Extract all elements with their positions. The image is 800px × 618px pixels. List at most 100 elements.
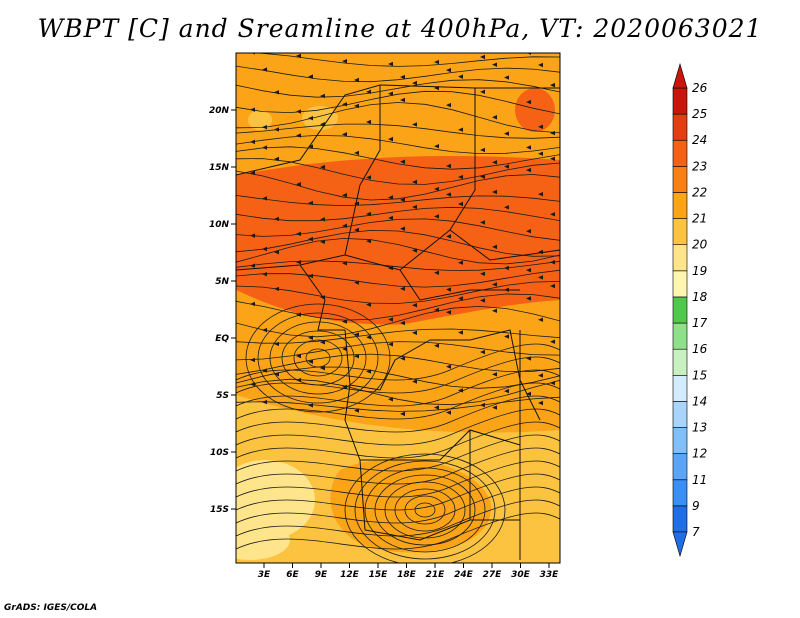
streamline bbox=[236, 486, 560, 524]
streamline bbox=[236, 281, 560, 306]
shading-patch bbox=[302, 106, 338, 130]
colorbar-segment bbox=[672, 113, 688, 141]
streamline-arrow bbox=[412, 379, 417, 384]
streamline-vortex bbox=[394, 488, 456, 532]
streamline-arrow bbox=[366, 238, 371, 244]
streamline-arrow bbox=[250, 301, 255, 307]
streamline bbox=[236, 65, 560, 83]
streamline-arrow bbox=[296, 231, 301, 237]
colorbar-segment bbox=[672, 322, 688, 350]
streamline-arrow bbox=[366, 335, 371, 340]
streamline-arrow bbox=[354, 280, 359, 285]
streamline bbox=[236, 53, 560, 67]
colorbar-label: 12 bbox=[692, 447, 707, 461]
streamline-arrow bbox=[320, 365, 325, 371]
streamline bbox=[236, 356, 560, 394]
lon-tick-label: 27E bbox=[483, 570, 503, 580]
streamline bbox=[236, 237, 560, 268]
streamline-vortex bbox=[414, 502, 436, 518]
country-border bbox=[359, 459, 520, 541]
streamline bbox=[236, 366, 560, 392]
streamline bbox=[236, 194, 560, 207]
streamline-arrow bbox=[296, 312, 301, 317]
streamline-arrow bbox=[526, 267, 531, 273]
lat-tick-label: 15S bbox=[210, 505, 229, 515]
streamline bbox=[236, 102, 560, 134]
streamline-arrow bbox=[342, 319, 347, 324]
streamline-arrow bbox=[480, 54, 485, 60]
colorbar-label: 14 bbox=[692, 394, 707, 408]
streamline-arrow bbox=[308, 335, 313, 340]
colorbar-label: 16 bbox=[692, 342, 708, 356]
lat-tick-label: 5N bbox=[215, 277, 229, 287]
streamline bbox=[236, 447, 560, 485]
streamline-arrow bbox=[388, 61, 393, 67]
streamline-arrow bbox=[308, 403, 313, 408]
streamline-arrow bbox=[434, 270, 439, 276]
streamline-arrow bbox=[446, 163, 451, 169]
streamline-arrow bbox=[446, 67, 451, 73]
streamline-arrow bbox=[504, 131, 509, 136]
streamline bbox=[236, 473, 560, 511]
streamline-arrow bbox=[262, 368, 267, 373]
streamline bbox=[236, 382, 560, 420]
streamline-arrow bbox=[504, 75, 509, 80]
streamline-vortex bbox=[404, 495, 446, 525]
colorbar-label: 7 bbox=[692, 525, 700, 539]
streamline-arrow bbox=[296, 53, 301, 59]
streamline-arrow bbox=[400, 74, 405, 80]
streamline-arrow bbox=[458, 174, 463, 180]
lon-tick-label: 30E bbox=[511, 570, 531, 580]
streamline-arrow bbox=[366, 175, 371, 180]
country-border bbox=[344, 384, 521, 461]
streamline-arrow bbox=[366, 89, 371, 95]
colorbar-segment bbox=[672, 348, 688, 376]
streamline-arrow bbox=[550, 283, 555, 289]
country-border bbox=[449, 229, 560, 261]
lon-tick-label: 9E bbox=[315, 570, 328, 580]
streamline-arrow bbox=[504, 205, 509, 210]
streamline-arrow bbox=[526, 391, 531, 397]
streamline-arrow bbox=[250, 233, 255, 238]
streamline-arrow bbox=[342, 384, 347, 390]
streamline-arrow bbox=[492, 308, 497, 313]
streamline-arrow bbox=[480, 220, 485, 225]
streamline-arrow bbox=[354, 332, 359, 337]
streamline-arrow bbox=[550, 339, 555, 344]
streamline-arrow bbox=[492, 160, 497, 165]
streamline-arrow bbox=[320, 164, 325, 170]
streamline-arrow bbox=[342, 261, 347, 266]
streamline-arrow bbox=[538, 62, 543, 68]
lon-tick-label: 18E bbox=[397, 570, 417, 580]
streamline-arrow bbox=[458, 201, 463, 207]
colorbar: 7 9 11 12 13 14 15 16 17 18 19 20 21 22 23 24 25 26 bbox=[672, 62, 708, 558]
streamline-arrow bbox=[262, 124, 267, 130]
colorbar-segment bbox=[672, 479, 688, 507]
streamline-arrow bbox=[446, 364, 451, 369]
colorbar-segment bbox=[672, 427, 688, 454]
streamline-arrow bbox=[262, 196, 267, 201]
streamline-arrow bbox=[262, 67, 267, 72]
streamline-arrow bbox=[526, 229, 531, 234]
streamline-arrow bbox=[320, 340, 325, 345]
streamline-arrow bbox=[480, 271, 485, 276]
streamline-arrow bbox=[492, 282, 497, 287]
streamline-arrow bbox=[354, 227, 359, 233]
streamline-arrow bbox=[504, 164, 509, 169]
streamline-arrow bbox=[274, 371, 279, 377]
streamline-arrow bbox=[320, 239, 325, 245]
streamline-arrow bbox=[274, 127, 279, 132]
streamline bbox=[236, 134, 560, 155]
streamline-arrow bbox=[550, 260, 555, 265]
shading-patch bbox=[248, 110, 272, 130]
streamline-arrow bbox=[388, 342, 393, 347]
colorbar-bottom-arrow bbox=[672, 531, 688, 558]
streamline-arrow bbox=[480, 402, 485, 408]
streamline-arrow bbox=[320, 217, 325, 222]
shading-band-eq bbox=[236, 290, 560, 420]
streamline-arrow bbox=[250, 107, 255, 112]
streamline-eddy bbox=[305, 348, 331, 368]
streamline-arrow bbox=[480, 89, 485, 95]
streamline-arrow bbox=[458, 260, 463, 265]
streamline bbox=[236, 206, 560, 222]
